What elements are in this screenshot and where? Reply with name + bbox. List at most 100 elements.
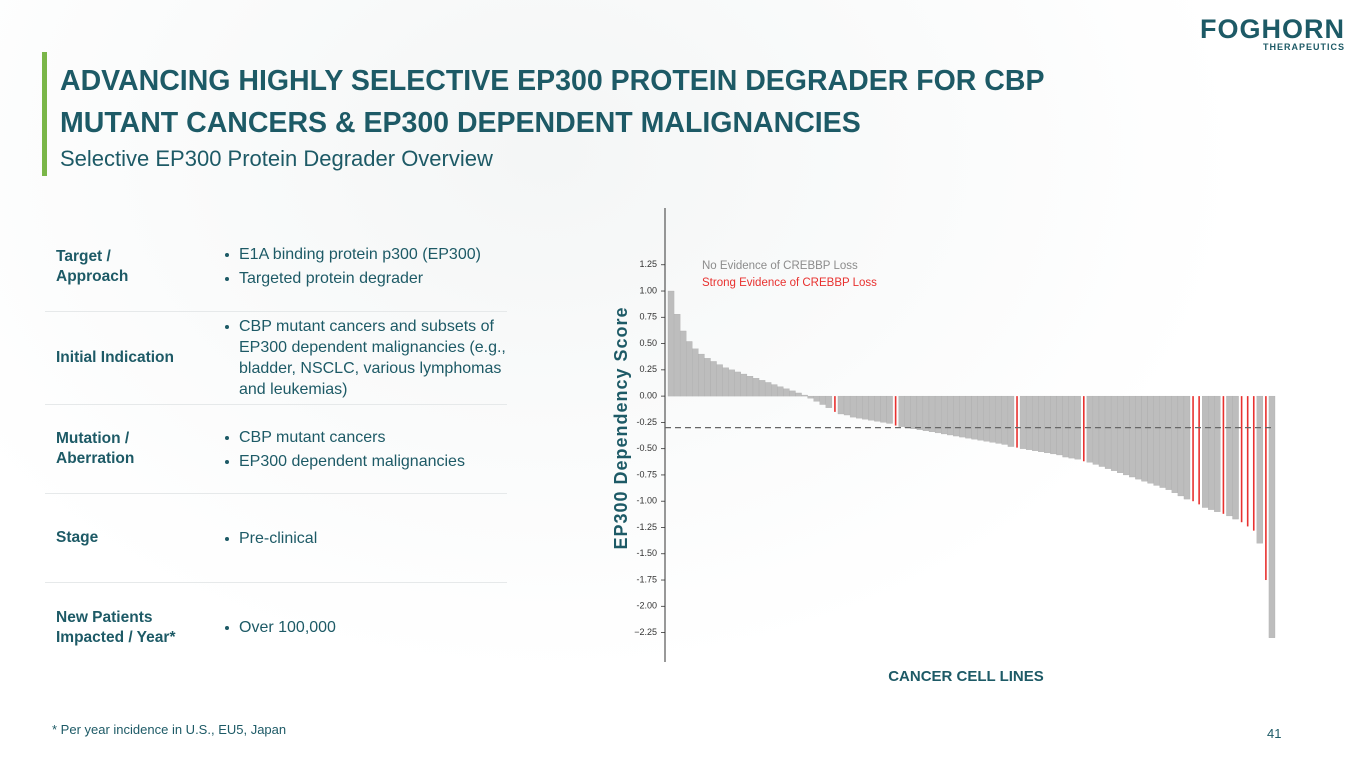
row-label: New Patients Impacted / Year* [45,608,214,648]
bullet-text: CBP mutant cancers and subsets of EP300 … [239,318,506,398]
row-items: CBP mutant cancers and subsets of EP300 … [214,313,507,403]
bar [1256,395,1264,544]
bar [1025,395,1033,450]
row-label-line: Aberration [56,450,135,467]
bar [856,395,863,419]
y-tick-label: 1.00 [639,285,657,295]
bullet-item: Targeted protein degrader [214,268,507,289]
y-tick-label: -0.75 [636,469,657,479]
logo-sub: THERAPEUTICS [1262,42,1345,52]
bar [704,358,711,397]
bullet-item: Over 100,000 [214,617,507,638]
bar [904,395,911,428]
bar [1240,396,1243,523]
bullet [225,536,229,541]
bar [1171,395,1179,493]
row-label: Target / Approach [45,247,214,287]
bar [783,388,790,397]
row-items: Over 100,000 [214,614,507,641]
bar [843,395,851,416]
y-axis-label: EP300 Dependency Score [611,306,631,549]
bar [1044,395,1051,454]
bar [686,341,693,397]
row-label-line: Impacted / Year* [56,628,176,646]
bar [983,395,990,442]
bar [1159,395,1166,488]
bar [1153,395,1160,486]
bar [837,395,845,415]
bar [698,353,705,397]
accent-bar [42,52,47,176]
bar [1177,395,1185,497]
bar [1268,395,1276,638]
bar [673,313,681,397]
legend-entry: No Evidence of CREBBP Loss [702,260,858,272]
title-line: ADVANCING HIGHLY SELECTIVE EP300 PROTEIN… [60,65,1045,97]
row-label-line: New Patients [56,608,153,626]
bar [1147,395,1154,484]
row-label: Initial Indication [45,348,214,368]
bar [868,395,875,421]
bar [1265,396,1267,581]
y-tick-label: -0.50 [636,443,657,453]
bar [1192,396,1194,502]
row-label-line: Approach [56,267,129,285]
bar [819,395,826,405]
bar [959,395,966,438]
y-tick-label: 1.25 [639,259,657,269]
bullet-item: CBP mutant cancers and subsets of EP300 … [214,316,507,400]
bar [679,330,687,397]
bar [764,382,772,397]
bar [977,395,984,441]
footnote: * Per year incidence in U.S., EU5, Japan [52,722,287,737]
bar [922,395,930,431]
bullet [225,325,229,329]
bar [898,395,905,427]
bar [1214,395,1221,512]
y-tick-label: -1.75 [636,574,657,584]
bar [1110,395,1118,471]
bar [813,395,820,402]
bar [971,395,978,440]
bar [1016,396,1018,448]
page-number: 41 [1267,726,1282,741]
row-label-line: Initial Indication [56,349,174,366]
bar [1198,396,1200,505]
bullet-item: CBP mutant cancers [214,427,507,448]
bar [752,378,760,397]
table-row: New Patients Impacted / Year* Over 100,000 [45,583,507,672]
bar [1232,395,1239,520]
bar [728,369,735,397]
bar [849,395,857,418]
bar [807,395,814,399]
bar [928,395,936,432]
bar [916,395,924,430]
bar [716,364,723,397]
bullet-text: E1A binding protein p300 (EP300) [239,246,481,263]
bar [801,394,808,397]
bar [771,384,778,397]
bar [862,395,869,420]
y-tick-label: -1.50 [636,548,657,558]
bar [1165,395,1172,490]
bar [777,386,784,397]
bar [692,348,699,397]
bar [1129,395,1136,478]
bullet-text: Targeted protein degrader [239,270,424,287]
bar [1252,396,1255,531]
bar [910,395,918,429]
bar [1104,395,1112,469]
y-tick-label: 0.25 [639,364,657,374]
row-label-line: Stage [56,529,99,546]
bar [1226,395,1233,517]
bar [1117,395,1124,473]
y-tick-label: 0.75 [639,312,657,322]
bullet [225,435,229,440]
bar [667,290,675,397]
bullet-item: EP300 dependent malignancies [214,451,507,472]
bullet [225,253,229,257]
bar [1092,395,1100,465]
y-tick-label: 0.00 [639,390,657,400]
